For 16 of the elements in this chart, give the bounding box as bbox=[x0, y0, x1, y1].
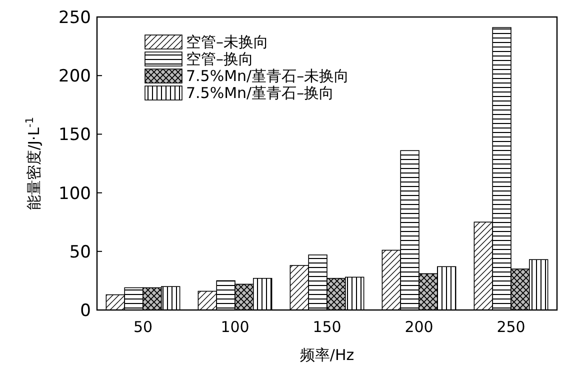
legend-label: 7.5%Mn/堇青石–未换向 bbox=[186, 67, 350, 85]
x-tick-label: 250 bbox=[496, 318, 526, 336]
x-tick-label: 200 bbox=[404, 318, 434, 336]
legend-label: 空管–换向 bbox=[186, 50, 254, 68]
x-tick-label: 50 bbox=[133, 318, 153, 336]
y-tick-label: 200 bbox=[58, 66, 91, 87]
y-tick-label: 150 bbox=[58, 125, 91, 146]
legend-label: 7.5%Mn/堇青石–换向 bbox=[186, 84, 334, 102]
legend-label: 空管–未换向 bbox=[186, 33, 268, 51]
y-tick-label: 250 bbox=[58, 8, 91, 28]
y-tick-label: 100 bbox=[58, 184, 91, 204]
x-axis-title: 频率/Hz bbox=[300, 346, 354, 364]
y-tick-label: 0 bbox=[80, 300, 91, 321]
x-tick-label: 100 bbox=[220, 318, 250, 336]
y-tick-label: 50 bbox=[69, 242, 91, 262]
x-tick-label: 150 bbox=[312, 318, 342, 336]
